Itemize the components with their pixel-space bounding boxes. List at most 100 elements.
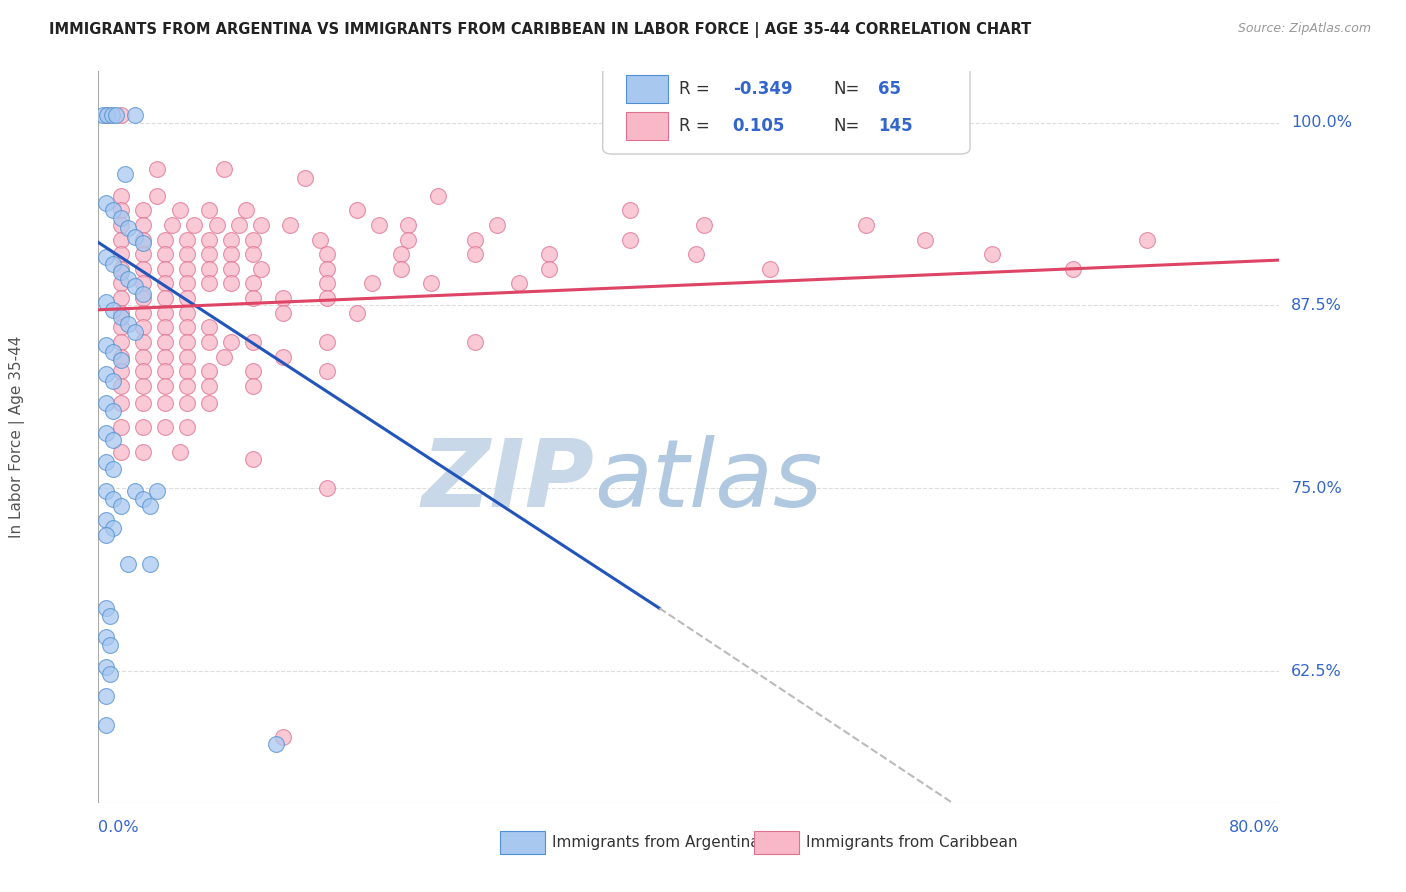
Point (294, 171, 316, 186)
Point (132, 277, 155, 291)
Bar (626, 76, 668, 103)
Point (205, 218, 228, 232)
Point (110, 188, 132, 202)
Point (110, 350, 132, 364)
Point (316, 364, 339, 378)
Point (176, 350, 198, 364)
Point (176, 277, 198, 291)
Point (176, 233, 198, 247)
Point (242, 233, 264, 247)
Point (360, 277, 382, 291)
Point (153, 320, 176, 334)
Point (464, 247, 486, 261)
Point (94, 689, 117, 703)
Point (132, 444, 155, 458)
Point (103, 433, 125, 447)
Point (242, 452, 264, 467)
Point (132, 334, 155, 349)
Point (169, 203, 191, 218)
Point (103, 375, 125, 389)
Point (94, 338, 117, 352)
Point (198, 247, 221, 261)
Point (110, 320, 132, 334)
Point (132, 247, 155, 261)
Text: -0.349: -0.349 (733, 80, 792, 98)
Point (389, 261, 412, 276)
Point (855, 218, 877, 232)
Point (198, 320, 221, 334)
Point (132, 420, 155, 434)
Point (114, 167, 136, 181)
Point (198, 334, 221, 349)
Text: R =: R = (679, 117, 710, 135)
Point (250, 261, 273, 276)
Point (132, 379, 155, 393)
Point (94, 601, 117, 615)
Point (110, 108, 132, 122)
Point (176, 364, 198, 378)
Point (271, 306, 294, 320)
Point (153, 350, 176, 364)
Text: ZIP: ZIP (422, 435, 595, 527)
Point (98, 638, 121, 652)
Point (212, 350, 235, 364)
Point (242, 277, 264, 291)
Point (103, 462, 125, 476)
Point (153, 306, 176, 320)
Point (96, 108, 118, 122)
Point (914, 233, 936, 247)
Point (759, 261, 782, 276)
Point (198, 203, 221, 218)
Point (132, 350, 155, 364)
Point (183, 218, 205, 232)
Text: In Labor Force | Age 35-44: In Labor Force | Age 35-44 (10, 336, 25, 538)
Point (132, 306, 155, 320)
Point (94, 367, 117, 381)
Point (94, 455, 117, 469)
Text: 62.5%: 62.5% (1291, 664, 1341, 679)
Point (124, 279, 146, 293)
Point (316, 334, 339, 349)
Point (176, 291, 198, 305)
Point (94, 295, 117, 310)
Point (110, 364, 132, 378)
Point (146, 188, 169, 202)
Point (117, 272, 139, 286)
Point (464, 334, 486, 349)
Point (132, 320, 155, 334)
Point (176, 247, 198, 261)
Point (198, 277, 221, 291)
Point (132, 491, 155, 506)
Text: 65: 65 (877, 80, 901, 98)
Text: 100.0%: 100.0% (1291, 115, 1353, 130)
Text: 75.0%: 75.0% (1291, 481, 1341, 496)
Point (110, 291, 132, 305)
Point (153, 291, 176, 305)
Point (103, 521, 125, 535)
Text: 145: 145 (877, 117, 912, 135)
Point (242, 334, 264, 349)
Point (110, 420, 132, 434)
Point (132, 203, 155, 218)
Point (221, 247, 243, 261)
Point (110, 211, 132, 225)
Point (139, 558, 162, 572)
Point (110, 247, 132, 261)
Text: 80.0%: 80.0% (1229, 821, 1279, 835)
Text: Immigrants from Caribbean: Immigrants from Caribbean (806, 835, 1018, 850)
Point (94, 196, 117, 211)
Point (198, 233, 221, 247)
Text: N=: N= (832, 80, 859, 98)
Point (110, 444, 132, 458)
Point (98, 608, 121, 623)
Point (110, 379, 132, 393)
Text: N=: N= (832, 117, 859, 135)
Point (103, 491, 125, 506)
Point (346, 306, 368, 320)
Point (271, 730, 294, 744)
Text: Source: ZipAtlas.com: Source: ZipAtlas.com (1237, 22, 1371, 36)
Point (221, 233, 243, 247)
Point (419, 277, 441, 291)
Point (110, 233, 132, 247)
Point (162, 218, 183, 232)
